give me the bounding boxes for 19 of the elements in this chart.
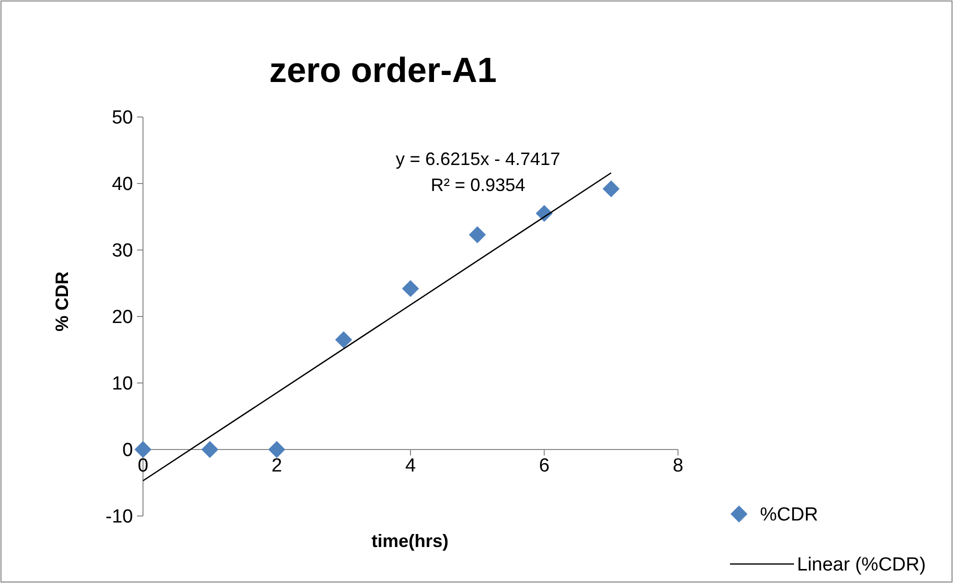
x-axis-title: time(hrs): [371, 531, 449, 551]
legend-label: Linear (%CDR): [797, 554, 926, 576]
annotation: y = 6.6215x - 4.7417: [396, 149, 560, 169]
y-axis-title: % CDR: [52, 271, 72, 332]
legend-label: %CDR: [760, 504, 818, 526]
x-tick-label: 2: [271, 456, 282, 476]
chart-title: zero order-A1: [269, 51, 497, 90]
x-tick-label: 4: [405, 456, 416, 476]
y-tick-label: 50: [112, 108, 133, 129]
y-tick-label: 0: [122, 440, 133, 462]
x-tick-label: 6: [538, 456, 550, 476]
y-tick-label: 20: [112, 307, 133, 328]
x-tick-label: 8: [672, 456, 684, 476]
x-tick-label: 0: [138, 456, 148, 476]
y-tick-label: 40: [112, 174, 133, 196]
annotation: R² = 0.9354: [430, 175, 526, 195]
y-tick-label: 10: [112, 374, 133, 395]
y-tick-label: -10: [106, 506, 133, 528]
y-tick-label: 30: [112, 240, 133, 262]
